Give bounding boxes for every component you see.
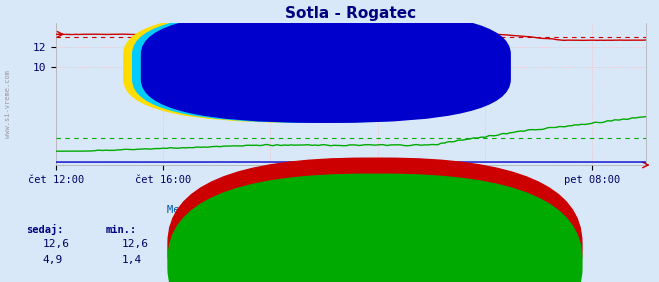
FancyBboxPatch shape [124,11,492,122]
Text: min.:: min.: [105,225,136,235]
FancyBboxPatch shape [142,11,510,122]
Text: Meritve: povprečne  Enote: metrične  Črta: povprečje: Meritve: povprečne Enote: metrične Črta:… [167,203,492,215]
Text: temperatura[C]: temperatura[C] [389,242,476,252]
Text: 2,7: 2,7 [194,255,215,265]
Text: povpr.:: povpr.: [178,225,221,235]
Text: maks.:: maks.: [250,225,288,235]
Text: Slovenija / reke in morje.: Slovenija / reke in morje. [248,174,411,184]
Text: www.si-vreme.com: www.si-vreme.com [5,70,11,138]
Text: pretok[m3/s]: pretok[m3/s] [389,258,464,268]
Text: zadnji dan / 5 minut.: zadnji dan / 5 minut. [264,190,395,199]
Title: Sotla - Rogatec: Sotla - Rogatec [285,6,416,21]
Text: 13,0: 13,0 [194,239,221,249]
Text: 4,9: 4,9 [43,255,63,265]
Text: 13,3: 13,3 [267,239,294,249]
Text: 4,9: 4,9 [267,255,287,265]
Text: 1,4: 1,4 [122,255,142,265]
Text: www.si-vreme.com: www.si-vreme.com [244,86,457,108]
FancyBboxPatch shape [132,11,501,122]
Text: Sotla - Rogatec: Sotla - Rogatec [369,225,471,235]
Text: 12,6: 12,6 [43,239,70,249]
Text: sedaj:: sedaj: [26,224,64,235]
Text: 12,6: 12,6 [122,239,149,249]
